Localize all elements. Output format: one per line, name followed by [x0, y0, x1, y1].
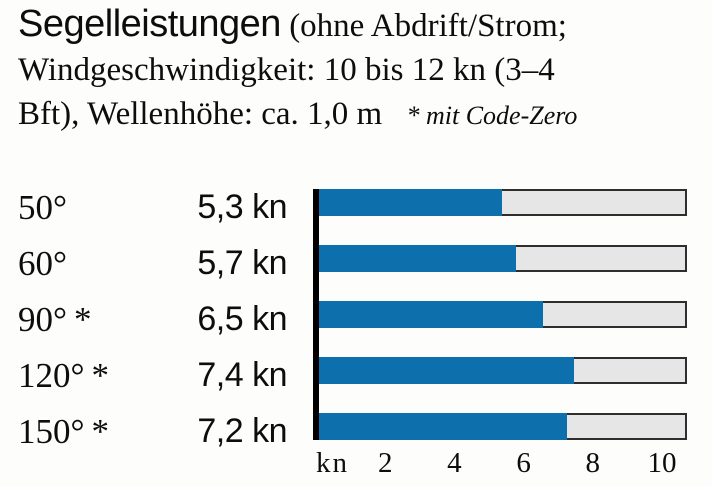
speed-value-label: 7,4 kn: [197, 356, 287, 394]
bar-track-wrap: [319, 235, 687, 291]
speed-value-label: 5,7 kn: [197, 244, 287, 282]
bar-track: [319, 301, 687, 328]
bar-fill: [319, 357, 574, 384]
speed-value-label: 7,2 kn: [197, 412, 287, 450]
chart-row: 90° * 6,5 kn: [18, 291, 687, 347]
bar-track: [319, 245, 687, 272]
bar-chart: 50° 5,3 kn 60° 5,7 kn 90° * 6,5 kn 120° …: [0, 179, 712, 479]
chart-row: 50° 5,3 kn: [18, 179, 687, 235]
angle-label: 50°: [18, 188, 67, 227]
angle-label: 120° *: [18, 356, 110, 395]
bar-track-wrap: [319, 179, 687, 235]
bar-fill: [319, 301, 544, 328]
x-tick-label: 10: [647, 447, 677, 479]
bar-track: [319, 357, 687, 384]
footnote: * mit Code-Zero: [406, 101, 577, 130]
title-line-2: Windgeschwindigkeit: 10 bis 12 kn (3–4: [18, 52, 555, 88]
chart-row: 150° * 7,2 kn: [18, 403, 687, 459]
title-line-3-text: Bft), Wellenhöhe: ca. 1,0 m: [18, 96, 383, 132]
x-axis: kn 2 4 6 8 10: [313, 447, 703, 487]
x-tick-label: 6: [516, 447, 531, 479]
x-tick-label: 4: [447, 447, 462, 479]
footnote-text: mit Code-Zero: [425, 101, 578, 130]
bar-track-wrap: [319, 403, 687, 459]
speed-value-label: 5,3 kn: [197, 188, 287, 226]
chart-rows: 50° 5,3 kn 60° 5,7 kn 90° * 6,5 kn 120° …: [18, 179, 687, 459]
angle-label: 90° *: [18, 300, 92, 339]
y-axis-line: [313, 189, 319, 440]
x-tick-label: 2: [377, 447, 393, 479]
chart-row: 60° 5,7 kn: [18, 235, 687, 291]
bar-track-wrap: [319, 347, 687, 403]
angle-label: 150° *: [18, 412, 110, 451]
title-line-1: Segelleistungen (ohne Abdrift/Strom;: [18, 2, 708, 48]
bar-track-wrap: [319, 291, 687, 347]
x-tick-label: 8: [585, 447, 601, 479]
bar-track: [319, 189, 687, 216]
speed-value-label: 6,5 kn: [197, 300, 287, 338]
bar-fill: [319, 189, 503, 216]
title-parenthetical: (ohne Abdrift/Strom;: [289, 8, 567, 44]
x-axis-unit-label: kn: [316, 447, 349, 479]
page-title: Segelleistungen: [18, 3, 281, 45]
title-block: Segelleistungen (ohne Abdrift/Strom; Win…: [18, 2, 708, 138]
bar-track: [319, 413, 687, 440]
bar-fill: [319, 245, 516, 272]
bar-fill: [319, 413, 568, 440]
chart-row: 120° * 7,4 kn: [18, 347, 687, 403]
footnote-asterisk: *: [406, 101, 420, 130]
title-line-3: Bft), Wellenhöhe: ca. 1,0 m * mit Code-Z…: [18, 92, 708, 138]
angle-label: 60°: [18, 244, 67, 283]
